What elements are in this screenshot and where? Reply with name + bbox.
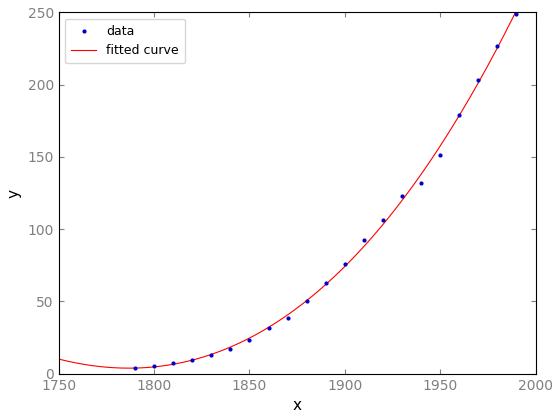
fitted curve bbox=[249, 334, 255, 339]
data bbox=[265, 326, 272, 331]
Line: data: data bbox=[132, 0, 538, 371]
fitted curve bbox=[428, 158, 435, 163]
data bbox=[475, 77, 482, 82]
data bbox=[304, 299, 310, 304]
data bbox=[246, 338, 253, 343]
data bbox=[227, 346, 234, 352]
data bbox=[189, 357, 195, 362]
data bbox=[494, 44, 501, 49]
fitted curve bbox=[436, 144, 443, 150]
fitted curve bbox=[266, 324, 273, 329]
data bbox=[132, 365, 138, 370]
data bbox=[418, 180, 424, 185]
data bbox=[399, 193, 405, 198]
data bbox=[208, 352, 214, 357]
Line: fitted curve: fitted curve bbox=[59, 0, 535, 368]
data bbox=[456, 112, 463, 117]
X-axis label: x: x bbox=[293, 398, 302, 413]
data bbox=[170, 361, 176, 366]
data bbox=[284, 315, 291, 320]
Legend: data, fitted curve: data, fitted curve bbox=[65, 19, 185, 63]
data bbox=[361, 238, 367, 243]
fitted curve bbox=[55, 357, 62, 362]
fitted curve bbox=[125, 366, 132, 371]
fitted curve bbox=[104, 365, 111, 370]
fitted curve bbox=[383, 218, 390, 223]
data bbox=[151, 363, 157, 368]
data bbox=[380, 218, 386, 223]
data bbox=[342, 261, 348, 266]
Y-axis label: y: y bbox=[7, 189, 22, 197]
data bbox=[437, 152, 444, 158]
data bbox=[323, 280, 329, 285]
data bbox=[513, 12, 520, 17]
